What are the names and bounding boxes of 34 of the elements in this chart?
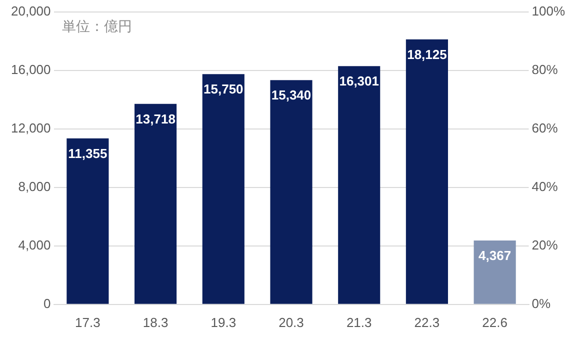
data-label: 4,367 <box>478 248 512 264</box>
y-tick-label: 8,000 <box>18 179 51 194</box>
x-tick-label: 22.3 <box>414 314 440 330</box>
data-label: 16,301 <box>339 74 379 89</box>
x-tick-label: 19.3 <box>210 314 236 330</box>
bar <box>66 138 109 304</box>
y2-tick-label: 0% <box>532 296 551 311</box>
data-label: 11,355 <box>68 146 108 161</box>
y2-tick-label: 40% <box>532 179 558 194</box>
bar <box>134 104 177 304</box>
x-tick-label: 18.3 <box>142 314 168 330</box>
y-tick-label: 12,000 <box>10 120 51 136</box>
y-tick-label: 16,000 <box>10 62 51 78</box>
x-tick-label: 22.6 <box>482 314 508 330</box>
bar <box>270 80 312 304</box>
y2-tick-label: 80% <box>532 62 558 78</box>
y2-tick-label: 100% <box>532 4 566 19</box>
bar <box>202 74 244 304</box>
y-tick-label: 20,000 <box>10 4 51 19</box>
y-tick-label: 4,000 <box>18 238 51 252</box>
bar <box>406 39 448 304</box>
bar <box>338 66 380 304</box>
x-tick-label: 21.3 <box>346 314 372 330</box>
bar <box>474 240 516 304</box>
annotation: 単位：億円 <box>62 18 132 34</box>
y2-tick-label: 20% <box>532 238 558 252</box>
data-label: 18,125 <box>407 46 447 62</box>
data-label: 13,718 <box>136 111 176 126</box>
x-tick-label: 17.3 <box>75 314 100 330</box>
x-tick-label: 20.3 <box>278 314 304 330</box>
y2-tick-label: 60% <box>532 120 558 136</box>
y-tick-label: 0 <box>44 296 51 311</box>
data-label: 15,750 <box>204 82 244 97</box>
data-label: 15,340 <box>271 88 312 103</box>
